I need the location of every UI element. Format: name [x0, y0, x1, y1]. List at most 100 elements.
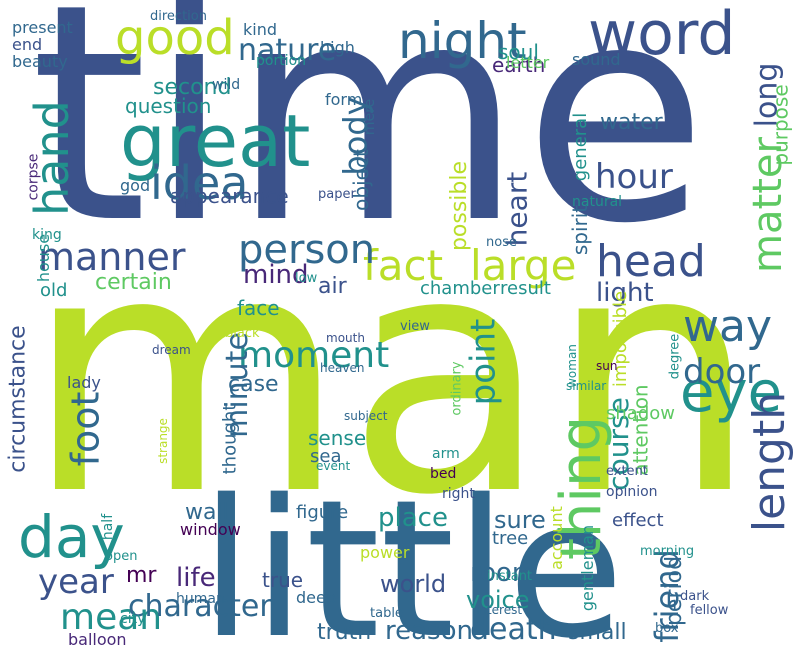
word-low: low [295, 271, 318, 286]
word-way: way [683, 301, 772, 352]
word-dark: dark [680, 589, 710, 604]
word-large: large [470, 241, 577, 290]
word-open: open [105, 549, 138, 564]
word-question: question [125, 94, 212, 118]
word-reason: reason [385, 616, 473, 646]
word-night: night [398, 12, 527, 70]
word-fact: fact [363, 241, 444, 290]
word-balloon: balloon [68, 630, 127, 649]
word-high: high [320, 38, 355, 57]
word-year: year [38, 562, 114, 602]
word-similar: similar [566, 379, 607, 393]
word-hour: hour [595, 157, 673, 197]
word-dream: dream [152, 343, 191, 357]
word-extent: extent [606, 464, 648, 479]
word-corpse: corpse [25, 153, 42, 201]
word-circumstance: circumstance [5, 325, 31, 473]
word-present: present [12, 18, 73, 37]
word-moment: moment [238, 335, 390, 376]
word-letter: letter [506, 53, 550, 72]
word-door: door [683, 352, 761, 392]
word-direction: direction [150, 9, 207, 24]
word-time: time [30, 0, 708, 289]
word-bed: bed [430, 466, 457, 482]
word-king: king [32, 227, 62, 243]
word-mere: mere [362, 98, 379, 136]
word-sea: sea [310, 446, 342, 467]
word-strange: strange [155, 418, 170, 464]
word-opinion: opinion [606, 484, 658, 500]
word-thought: thought [219, 403, 241, 475]
word-black: black [225, 326, 260, 341]
word-sound: sound [572, 50, 621, 69]
word-tree: tree [492, 528, 529, 549]
word-portion: portion [256, 53, 307, 69]
word-great: great [120, 99, 311, 183]
word-right: right [442, 486, 475, 502]
word-world: world [380, 570, 447, 598]
word-true: true [262, 568, 304, 592]
word-length: length [744, 391, 795, 533]
word-wall: wall [185, 500, 229, 525]
word-air: air [318, 274, 347, 299]
word-interest: interest [476, 603, 523, 617]
word-subject: subject [344, 409, 388, 423]
word-truth: truth [317, 620, 372, 645]
word-degree: degree [667, 333, 683, 380]
word-small: small [568, 620, 627, 645]
word-character: character [128, 589, 272, 624]
word-idea: idea [150, 156, 249, 210]
word-place: place [378, 503, 448, 533]
word-account: account [546, 506, 566, 570]
word-half: half [100, 513, 117, 541]
word-nose: nose [486, 235, 517, 250]
word-morning: morning [640, 544, 695, 559]
word-power: power [360, 543, 410, 562]
word-point: point [463, 318, 504, 406]
word-ordinary: ordinary [449, 361, 465, 416]
word-spirit: spirit [568, 204, 593, 256]
word-natural: natural [572, 194, 623, 210]
word-purpose: purpose [768, 84, 793, 166]
word-light: light [596, 278, 654, 308]
word-lady: lady [67, 373, 101, 392]
word-gentleman: gentleman [578, 524, 598, 612]
word-eye: eye [680, 360, 783, 425]
word-day: day [18, 503, 125, 571]
word-foot: foot [63, 391, 108, 467]
word-view: view [400, 319, 430, 334]
word-wild: wild [212, 77, 241, 93]
word-city: city [120, 611, 146, 627]
word-effect: effect [612, 510, 664, 531]
word-form: form [325, 90, 363, 109]
word-sun: sun [596, 359, 618, 373]
word-shadow: shadow [606, 403, 675, 424]
word-manner: manner [38, 235, 186, 279]
word-earth: earth [492, 53, 546, 77]
word-mean: mean [60, 597, 163, 638]
word-heaven: heaven [320, 361, 365, 375]
word-human: human [176, 591, 225, 607]
word-figure: figure [296, 502, 349, 523]
word-chamber: chamber [420, 278, 500, 299]
word-face: face [237, 296, 280, 320]
word-soul: soul [498, 40, 539, 64]
word-mind: mind [243, 260, 309, 290]
word-sense: sense [308, 426, 367, 450]
word-box: box [655, 621, 679, 636]
word-voice: voice [466, 586, 530, 614]
word-water: water [600, 110, 663, 135]
word-general: general [570, 112, 592, 182]
word-table: table [370, 606, 403, 621]
word-attention: attention [628, 384, 653, 476]
word-end: end [12, 35, 43, 54]
word-certain: certain [95, 270, 172, 295]
word-beauty: beauty [12, 52, 68, 71]
word-appearance: appearance [170, 184, 289, 208]
word-head: head [596, 236, 706, 287]
word-case: case [228, 372, 279, 397]
word-arm: arm [432, 446, 460, 462]
word-death: death [470, 612, 557, 647]
word-sure: sure [494, 506, 546, 534]
